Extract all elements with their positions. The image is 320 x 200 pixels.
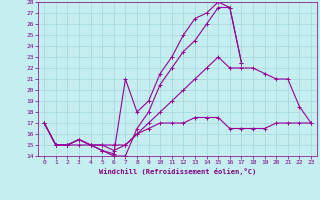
X-axis label: Windchill (Refroidissement éolien,°C): Windchill (Refroidissement éolien,°C)	[99, 168, 256, 175]
